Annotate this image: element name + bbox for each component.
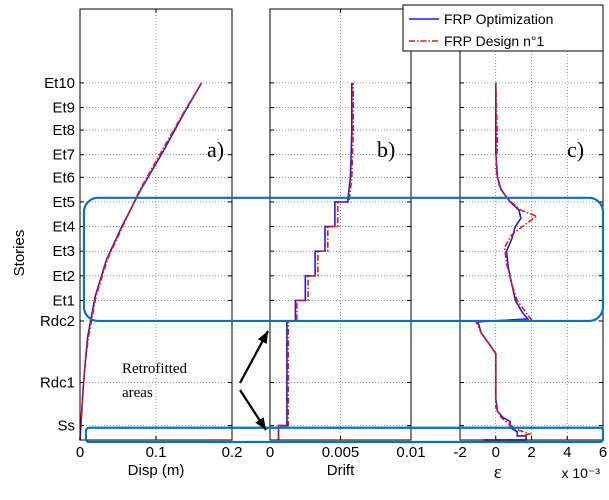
- retrofit-label-line2: areas: [122, 385, 153, 401]
- y-tick-label: Et2: [52, 268, 75, 285]
- y-tick-label: Et8: [52, 122, 75, 139]
- y-axis-label: Stories: [11, 230, 28, 277]
- x-axis-multiplier: x 10⁻³: [561, 465, 600, 481]
- panel-background: [80, 9, 232, 440]
- legend-label-0: FRP Optimization: [444, 11, 553, 27]
- y-tick-label: Et6: [52, 169, 75, 186]
- x-tick-label: 0: [76, 444, 84, 461]
- x-tick-label: 0.01: [396, 444, 425, 461]
- x-tick-label: 6: [599, 444, 607, 461]
- panel-b: 0 0.005 0.01 b) Drift: [266, 8, 426, 479]
- y-tick-label: Et9: [52, 100, 75, 117]
- panel-a: 0 0.1 0.2 a) Disp (m): [76, 8, 243, 479]
- panel-frame: [79, 8, 233, 441]
- y-tick-label: Et1: [52, 292, 75, 309]
- series-line-optimization: [476, 82, 530, 441]
- panel-c: -2 0 2 4 6 c) ε x 10⁻³: [453, 8, 607, 483]
- panel-background: [270, 9, 411, 440]
- x-axis-label: ε: [494, 462, 502, 483]
- legend-box: [402, 4, 604, 52]
- x-tick-label: 0.1: [146, 444, 167, 461]
- x-tick-label: 0: [492, 444, 500, 461]
- y-tick-label: Et4: [52, 219, 75, 236]
- panel-label: a): [207, 137, 224, 162]
- panels: 0 0.1 0.2 a) Disp (m) 0 0.005 0.01 b) Drift -2 0 2 4 6…: [76, 8, 607, 483]
- retrofit-arrow-up-head: [257, 331, 268, 344]
- x-tick-label: 0: [266, 444, 274, 461]
- series-line-design: [79, 82, 203, 441]
- panel-label: b): [377, 137, 395, 162]
- x-tick-label: 0.005: [322, 444, 360, 461]
- series-line-design: [474, 82, 539, 441]
- retrofit-label-line1: Retrofitted: [122, 361, 187, 377]
- x-tick-label: -2: [453, 444, 466, 461]
- y-tick-label: Rdc1: [40, 375, 75, 392]
- retrofit-box-lower: [84, 426, 605, 444]
- x-tick-label: 2: [527, 444, 535, 461]
- y-level-labels: Ss Rdc1 Rdc2 Et1 Et2 Et3 Et4 Et5 Et6 Et7 Et8 Et9 Et1…: [40, 75, 75, 435]
- y-tick-label: Et10: [44, 75, 75, 92]
- panel-label: c): [567, 137, 584, 162]
- y-tick-label: Rdc2: [40, 313, 75, 330]
- panel-frame: [269, 8, 412, 441]
- legend: FRP Optimization FRP Design n°1: [402, 4, 604, 52]
- legend-label-1: FRP Design n°1: [444, 33, 544, 49]
- y-tick-label: Et5: [52, 194, 75, 211]
- y-tick-label: Et3: [52, 243, 75, 260]
- retrofit-box-upper: [82, 196, 605, 323]
- y-tick-label: Et7: [52, 147, 75, 164]
- x-axis-label: Disp (m): [128, 462, 185, 479]
- y-tick-label: Ss: [57, 418, 75, 435]
- x-tick-label: 4: [563, 444, 571, 461]
- x-tick-label: 0.2: [222, 444, 243, 461]
- annotations: Retrofitted areas: [82, 196, 605, 444]
- x-axis-label: Drift: [327, 462, 355, 479]
- retrofit-arrow-down-head: [255, 417, 266, 430]
- panel-background: [460, 9, 603, 440]
